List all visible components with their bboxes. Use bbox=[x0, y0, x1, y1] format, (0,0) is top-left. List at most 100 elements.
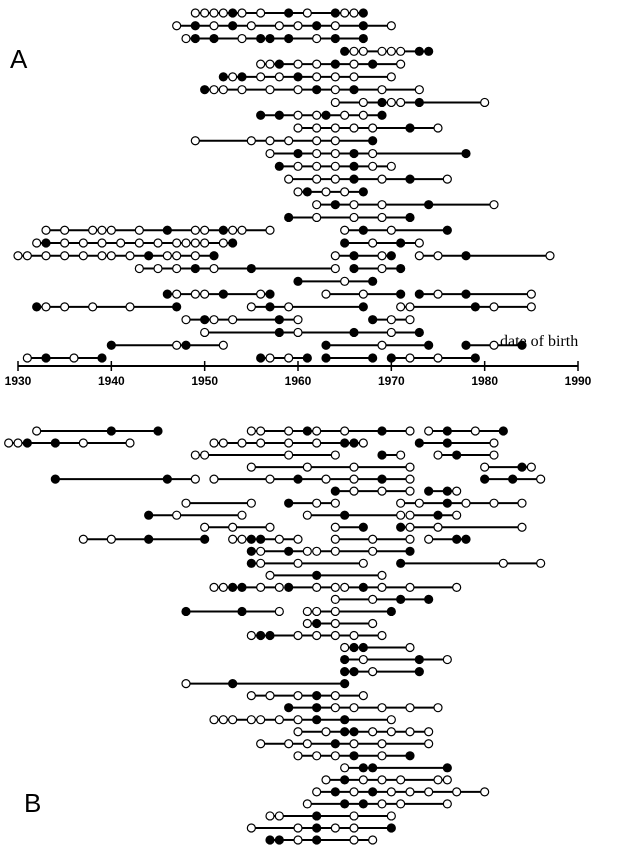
unaffected-sib bbox=[405, 426, 415, 436]
unaffected-sib bbox=[246, 715, 256, 725]
affected-sib bbox=[312, 570, 322, 580]
unaffected-sib bbox=[405, 642, 415, 653]
unaffected-sib bbox=[256, 558, 266, 568]
affected-sib bbox=[442, 225, 452, 235]
unaffected-sib bbox=[265, 522, 275, 532]
affected-sib bbox=[386, 353, 396, 363]
affected-sib bbox=[349, 263, 359, 274]
affected-sib bbox=[237, 582, 247, 592]
unaffected-sib bbox=[312, 751, 322, 761]
affected-sib bbox=[312, 823, 322, 833]
affected-sib bbox=[358, 799, 368, 809]
unaffected-sib bbox=[414, 498, 424, 508]
affected-sib bbox=[377, 426, 387, 436]
unaffected-sib bbox=[536, 474, 546, 484]
unaffected-sib bbox=[78, 438, 88, 448]
unaffected-sib bbox=[200, 225, 210, 235]
affected-sib bbox=[414, 46, 424, 56]
unaffected-sib bbox=[424, 787, 434, 797]
unaffected-sib bbox=[330, 21, 340, 31]
unaffected-sib bbox=[293, 21, 303, 31]
unaffected-sib bbox=[237, 8, 247, 18]
unaffected-sib bbox=[237, 438, 247, 448]
unaffected-sib bbox=[60, 225, 70, 235]
affected-sib bbox=[396, 263, 406, 274]
unaffected-sib bbox=[386, 225, 396, 235]
affected-sib bbox=[106, 340, 116, 350]
affected-sib bbox=[330, 739, 340, 749]
unaffected-sib bbox=[246, 498, 256, 508]
affected-sib bbox=[349, 327, 359, 338]
unaffected-sib bbox=[349, 787, 359, 797]
affected-sib bbox=[442, 426, 452, 436]
unaffected-sib bbox=[349, 46, 359, 56]
affected-sib bbox=[340, 510, 350, 520]
unaffected-sib bbox=[302, 618, 312, 629]
affected-sib bbox=[368, 787, 378, 797]
affected-sib bbox=[349, 174, 359, 184]
unaffected-sib bbox=[330, 85, 340, 95]
affected-sib bbox=[433, 510, 443, 520]
unaffected-sib bbox=[246, 823, 256, 833]
unaffected-sib bbox=[480, 462, 490, 472]
unaffected-sib bbox=[265, 59, 275, 69]
affected-sib bbox=[246, 534, 256, 544]
unaffected-sib bbox=[330, 136, 340, 146]
unaffected-sib bbox=[349, 462, 359, 472]
x-tick-label: 1940 bbox=[98, 374, 125, 388]
unaffected-sib bbox=[377, 251, 387, 261]
affected-sib bbox=[349, 751, 359, 761]
unaffected-sib bbox=[60, 238, 70, 248]
unaffected-sib bbox=[293, 823, 303, 833]
unaffected-sib bbox=[209, 582, 219, 592]
unaffected-sib bbox=[97, 251, 107, 261]
affected-sib bbox=[405, 546, 415, 556]
affected-sib bbox=[340, 46, 350, 56]
unaffected-sib bbox=[377, 46, 387, 56]
affected-sib bbox=[414, 327, 424, 338]
unaffected-sib bbox=[302, 739, 312, 749]
unaffected-sib bbox=[452, 787, 462, 797]
unaffected-sib bbox=[256, 715, 266, 725]
affected-sib bbox=[340, 715, 350, 725]
unaffected-sib bbox=[489, 450, 499, 460]
unaffected-sib bbox=[246, 426, 256, 436]
affected-sib bbox=[386, 251, 396, 261]
unaffected-sib bbox=[321, 775, 331, 785]
unaffected-sib bbox=[312, 148, 322, 159]
affected-sib bbox=[340, 799, 350, 809]
affected-sib bbox=[256, 353, 266, 363]
unaffected-sib bbox=[32, 238, 42, 248]
affected-sib bbox=[377, 474, 387, 484]
unaffected-sib bbox=[405, 582, 415, 592]
affected-sib bbox=[414, 654, 424, 665]
affected-sib bbox=[368, 276, 378, 286]
unaffected-sib bbox=[200, 450, 210, 460]
affected-sib bbox=[312, 85, 322, 95]
affected-sib bbox=[97, 353, 107, 363]
unaffected-sib bbox=[256, 289, 266, 299]
affected-sib bbox=[265, 33, 275, 44]
unaffected-sib bbox=[218, 238, 228, 248]
unaffected-sib bbox=[433, 251, 443, 261]
unaffected-sib bbox=[302, 546, 312, 556]
unaffected-sib bbox=[405, 534, 415, 544]
unaffected-sib bbox=[172, 510, 182, 520]
unaffected-sib bbox=[256, 72, 266, 82]
unaffected-sib bbox=[190, 225, 200, 235]
unaffected-sib bbox=[256, 426, 266, 436]
unaffected-sib bbox=[377, 775, 387, 785]
unaffected-sib bbox=[265, 148, 275, 159]
unaffected-sib bbox=[386, 715, 396, 725]
unaffected-sib bbox=[330, 498, 340, 508]
unaffected-sib bbox=[377, 340, 387, 350]
unaffected-sib bbox=[265, 691, 275, 701]
unaffected-sib bbox=[377, 570, 387, 580]
unaffected-sib bbox=[368, 123, 378, 133]
affected-sib bbox=[265, 630, 275, 641]
unaffected-sib bbox=[358, 97, 368, 108]
affected-sib bbox=[358, 8, 368, 18]
unaffected-sib bbox=[116, 238, 126, 248]
affected-sib bbox=[312, 715, 322, 725]
unaffected-sib bbox=[293, 161, 303, 171]
